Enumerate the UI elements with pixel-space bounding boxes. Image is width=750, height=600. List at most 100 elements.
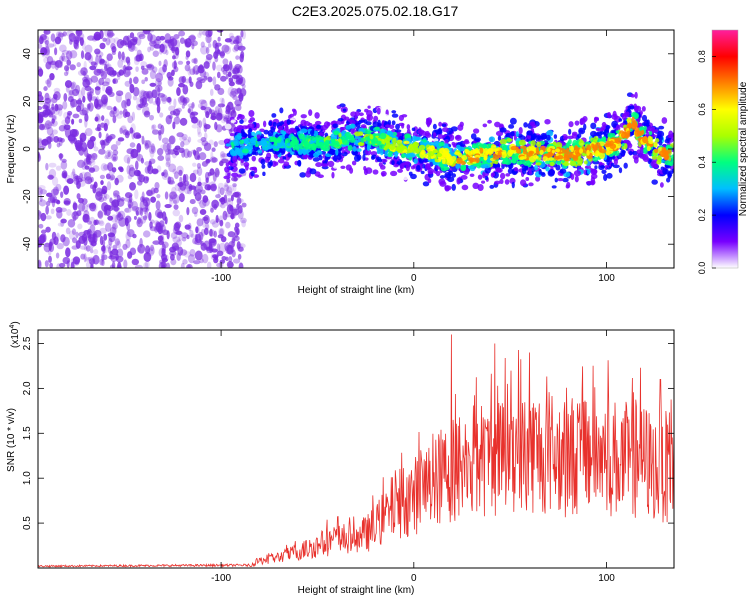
heatmap-noise-cell (211, 157, 218, 163)
heatmap-cell (621, 113, 627, 121)
heatmap-cell (327, 148, 335, 155)
heatmap-noise-cell (187, 264, 191, 268)
heatmap-noise-cell (64, 80, 73, 88)
heatmap-noise-cell (216, 243, 221, 252)
heatmap-cell (590, 130, 598, 137)
heatmap-noise-cell (219, 228, 224, 237)
heatmap-noise-cell (172, 194, 180, 205)
snr-x-axis: -100 0 100 (211, 330, 615, 584)
heatmap-cell (484, 175, 489, 181)
heatmap-noise-cell (214, 105, 220, 115)
heatmap-noise-cell (94, 219, 99, 226)
heatmap-cell (310, 129, 315, 136)
heatmap-cell (509, 149, 515, 154)
heatmap-cell (272, 145, 280, 149)
heatmap-noise-cell (126, 229, 135, 238)
heatmap-noise-cell (173, 33, 180, 40)
heatmap-cell (236, 127, 242, 132)
heatmap-cell (441, 123, 447, 127)
heatmap-cell (332, 123, 339, 129)
heatmap-noise-cell (198, 120, 203, 128)
heatmap-noise-cell (113, 205, 119, 213)
heatmap-cell (347, 144, 353, 152)
heatmap-noise-cell (157, 86, 161, 97)
heatmap-noise-cell (175, 107, 182, 113)
heatmap-cell (438, 142, 444, 147)
heatmap-cell (404, 133, 412, 139)
heatmap-noise-cell (232, 95, 238, 101)
heatmap-cell (239, 139, 245, 145)
heatmap-noise-cell (105, 149, 113, 160)
heatmap-noise-cell (46, 56, 54, 65)
heatmap-noise-cell (112, 190, 120, 197)
heatmap-noise-cell (131, 205, 140, 212)
heatmap-cell (463, 178, 468, 185)
heatmap-cell (283, 161, 290, 167)
heatmap-cell (309, 135, 316, 142)
heatmap-cell (271, 113, 277, 118)
heatmap-cell (267, 142, 273, 150)
heatmap-noise-cell (45, 226, 51, 233)
heatmap-noise-cell (223, 184, 230, 192)
heatmap-noise-cell (112, 244, 118, 251)
heatmap-noise-cell (84, 127, 93, 137)
heatmap-cell (467, 150, 473, 156)
heatmap-cell (366, 114, 371, 121)
heatmap-noise-cell (144, 260, 150, 268)
heatmap-noise-cell (143, 110, 151, 118)
heatmap-cell (392, 131, 398, 137)
heatmap-cell (634, 91, 638, 99)
heatmap-noise-cell (178, 147, 185, 154)
heatmap-noise-cell (241, 83, 246, 89)
heatmap-cell (225, 135, 231, 139)
heatmap-noise-cell (71, 237, 78, 244)
heatmap-noise-cell (124, 66, 133, 71)
heatmap-noise-cell (101, 115, 105, 121)
heatmap-noise-cell (208, 247, 214, 252)
heatmap-noise-cell (234, 63, 242, 70)
heatmap-cell (523, 122, 528, 128)
heatmap-cell (379, 132, 387, 140)
heatmap-noise-cell (83, 77, 91, 83)
heatmap-noise-cell (237, 45, 246, 51)
heatmap-cell (386, 135, 390, 140)
heatmap-noise-cell (148, 246, 156, 255)
heatmap-noise-cell (38, 96, 45, 105)
heatmap-noise-cell (164, 191, 169, 200)
snr-y-tick-label: 2.0 (22, 381, 33, 395)
heatmap-cell (384, 124, 391, 128)
colorbar-label: Normalized spectral amplitude (738, 81, 749, 216)
heatmap-noise-cell (167, 76, 174, 81)
heatmap-cell (267, 130, 274, 137)
heatmap-cell (457, 124, 464, 131)
heatmap-noise-cell (161, 241, 169, 249)
heatmap-noise-cell (147, 32, 153, 42)
heatmap-cell (314, 112, 320, 119)
heatmap-noise-cell (182, 259, 188, 265)
heatmap-cell (528, 150, 535, 155)
heatmap-cell (494, 121, 501, 128)
heatmap-noise-cell (62, 100, 68, 110)
heatmap-cell (573, 170, 582, 177)
heatmap-cell (611, 113, 618, 120)
heatmap-noise-cell (219, 50, 225, 59)
heatmap-noise-cell (140, 157, 144, 164)
heatmap-noise-cell (209, 219, 216, 225)
heatmap-noise-cell (224, 213, 232, 218)
heatmap-cell (623, 162, 628, 169)
heatmap-noise-cell (116, 248, 124, 258)
heatmap-noise-cell (181, 236, 187, 242)
heatmap-noise-cell (99, 58, 105, 64)
heatmap-y-tick-label: 0 (22, 146, 33, 152)
heatmap-cell (437, 133, 444, 140)
heatmap-cell (628, 150, 633, 156)
colorbar: 0.0 0.2 0.4 0.6 0.8 Normalized spectral ampl… (697, 29, 749, 274)
heatmap-noise-cell (87, 54, 94, 64)
heatmap-cell (505, 173, 511, 177)
heatmap-noise-cell (129, 83, 135, 94)
heatmap-noise-cell (144, 111, 151, 116)
heatmap-noise-cell (99, 227, 107, 234)
heatmap-cell (279, 121, 285, 125)
heatmap-cell (582, 116, 588, 122)
heatmap-noise-cell (165, 157, 172, 166)
